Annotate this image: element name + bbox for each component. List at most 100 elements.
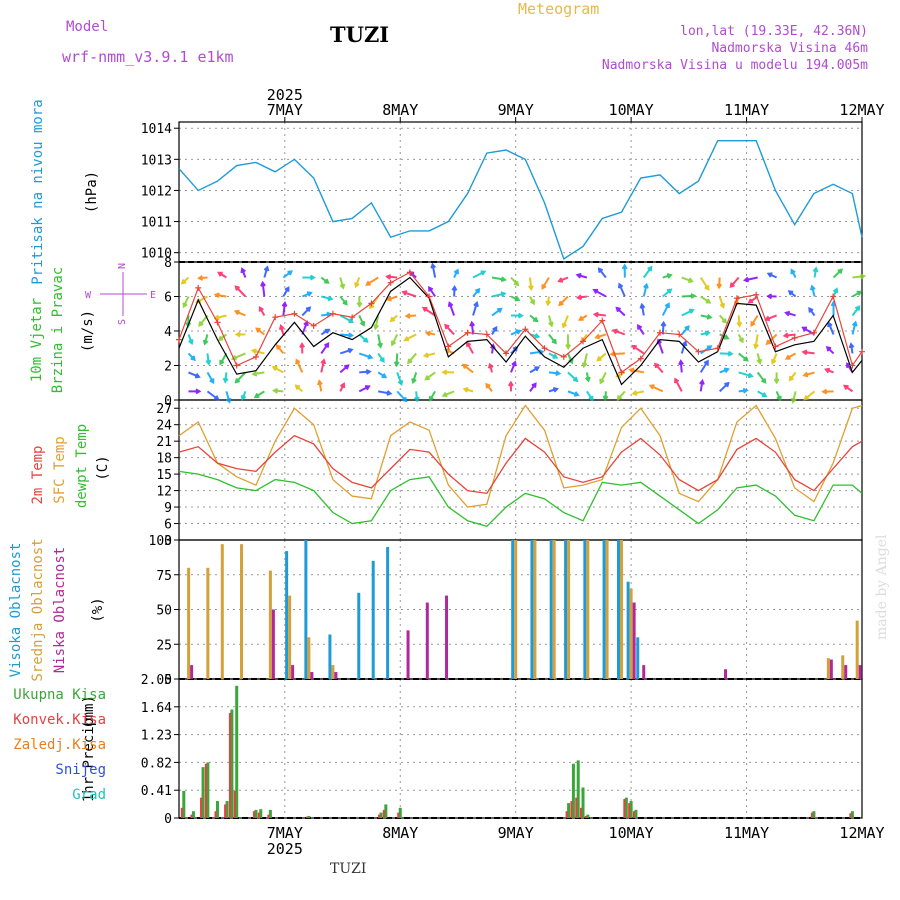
low-cloud-bar [445, 595, 449, 679]
wind-arrow-head [359, 321, 366, 327]
wind-arrow-head [195, 388, 202, 395]
wind-arrow-head [602, 395, 609, 402]
wind-arrow [756, 371, 766, 383]
cloud-panel: 0 25 50 75 100 [149, 534, 863, 688]
total-precip-bar [384, 804, 388, 818]
wind-arrow-head [664, 302, 670, 308]
wind-arrow-head [561, 322, 568, 329]
mid-cloud-ylabel: Srednja Oblacnost [30, 538, 46, 681]
wind-arrow-head [782, 332, 789, 339]
wind-arrow-head [761, 378, 767, 384]
wind-arrow [339, 314, 353, 323]
wind-arrow-head [843, 384, 849, 390]
wind-gust-marker [618, 369, 625, 376]
wind-gust-marker [176, 336, 182, 343]
temperature-ytick-label: 21 [156, 435, 172, 450]
wind-arrow-head [447, 301, 454, 308]
total-precip-bar [850, 811, 854, 818]
low-cloud-bar [642, 665, 646, 679]
total-precip-bar [812, 811, 816, 818]
wind-arrow [699, 276, 710, 290]
wind-arrow-head [558, 300, 564, 307]
wind-arrow-head [743, 356, 749, 362]
wind-arrow-head [466, 341, 472, 347]
wind-arrow-head [747, 298, 754, 304]
wind-arrow-head [348, 317, 355, 324]
mid-cloud-bar [268, 570, 272, 679]
wind-arrow [738, 371, 753, 378]
convective-precip-bar [810, 812, 813, 818]
wind-gust-marker [522, 326, 529, 333]
mid-cloud-bar [855, 620, 859, 679]
wind-arrow [407, 352, 417, 364]
wind-ytick-label: 6 [164, 291, 172, 306]
wind-arrow [661, 303, 670, 316]
wind-arrow [630, 368, 645, 374]
wind-arrow-head [801, 349, 808, 356]
wind-arrow-head [202, 339, 209, 346]
wind-ylabel-line2: Brzina i Pravac [50, 267, 66, 393]
wind-arrow-head [788, 375, 794, 382]
wind-arrow-head [532, 316, 539, 323]
wind-arrow-head [386, 390, 393, 396]
wind-arrow-head [784, 354, 791, 360]
cloud-ytick-label: 0 [164, 673, 172, 688]
wind-arrow-head [773, 378, 780, 385]
wind-arrow-head [856, 290, 863, 296]
wind-arrow-head [233, 309, 240, 316]
wind-arrow-head [393, 361, 400, 368]
wind-gust-marker [580, 338, 587, 345]
wind-arrow-head [529, 299, 536, 306]
wind-arrow-head [209, 378, 215, 385]
wind-arrow-head [369, 303, 375, 310]
wind-arrow-head [766, 272, 773, 278]
temperature-ytick-label: 27 [156, 402, 172, 417]
top-day-tick-label: 10MAY [609, 101, 654, 119]
wind-arrow [396, 390, 407, 402]
high-cloud-bar [304, 540, 308, 679]
wind-arrow [528, 277, 533, 290]
wind-arrow [852, 275, 865, 279]
cloud-unit-label: (%) [90, 597, 106, 622]
wind-arrow-head [234, 285, 240, 291]
wind-arrow-head [592, 288, 599, 294]
wind-arrow-head [513, 280, 520, 287]
wind-arrow-head [469, 320, 476, 327]
wind-arrow [431, 264, 437, 278]
wind-arrow [632, 345, 645, 355]
total-precip-bar [567, 803, 571, 818]
total-precip-bar [398, 807, 402, 818]
temperature-ytick-label: 18 [156, 452, 172, 467]
wind-arrow [472, 270, 486, 279]
wind-gust-marker [541, 345, 548, 352]
wind-arrow-head [575, 272, 582, 279]
wind-arrow-head [687, 277, 694, 284]
wind-arrow-head [422, 352, 429, 359]
wind-arrow [541, 277, 550, 289]
wind-arrow [611, 352, 625, 356]
cloud-ytick-label: 25 [156, 638, 172, 653]
wind-arrow-head [721, 318, 728, 324]
wind-arrow-head [703, 359, 709, 366]
wind-arrow-head [197, 275, 204, 281]
wind-arrow-head [424, 375, 430, 381]
wind-arrow-head [705, 298, 712, 304]
wind-arrow-head [365, 280, 371, 286]
top-day-tick-label: 7MAY [267, 101, 303, 119]
wind-arrow-head [250, 348, 257, 355]
wind-arrow-head [736, 321, 743, 328]
wind-arrow-head [851, 320, 858, 327]
pressure-ytick-label: 1010 [141, 247, 172, 262]
convective-precip-bar [584, 815, 587, 818]
wind-arrow [340, 333, 353, 337]
convective-precip-bar [623, 799, 626, 818]
wind-arrow [295, 359, 304, 373]
wind-arrow [650, 384, 664, 393]
wind-arrow-head [573, 391, 580, 397]
wind-arrow-head [403, 336, 410, 342]
precip-ytick-label: 0.82 [141, 756, 172, 771]
wind-arrow-head [723, 334, 730, 340]
wind-arrow-head [284, 286, 290, 292]
wind-arrow-head [555, 370, 562, 377]
